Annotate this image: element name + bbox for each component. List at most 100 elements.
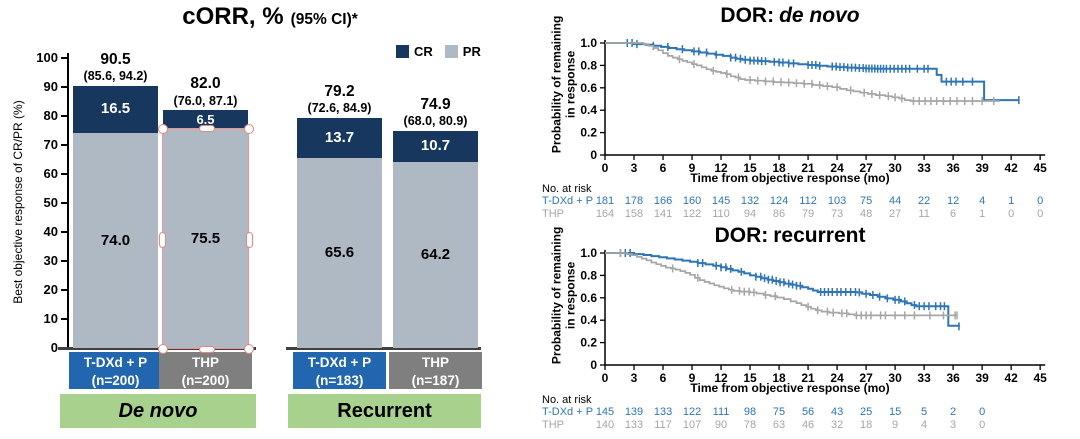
risk-count: 86: [772, 207, 786, 220]
risk-row-label: THP: [542, 418, 564, 431]
bar-y-tick-label: 30: [43, 253, 58, 268]
pr-value-label: 64.2: [420, 245, 451, 263]
bar-y-tick-label: 60: [43, 166, 58, 181]
legend-cr-swatch: [396, 45, 409, 58]
y-tick-label: 0.8: [580, 268, 597, 282]
x-tick-label: 18: [772, 371, 786, 385]
bar-segment-pr: [163, 129, 248, 348]
selection-handle-middle-left[interactable]: [159, 231, 166, 248]
bar-y-tick-label: 50: [43, 195, 58, 210]
total-ci: (76.0, 87.1): [173, 93, 238, 108]
risk-row-tdxd: T-DXd + P 145 139 133 122 111 98 75 56 43 25 15 5 2 0: [540, 406, 1080, 418]
mdor-ci: 95% CI 18.4, NC: [755, 341, 843, 353]
arm-name: T-DXd + P: [83, 355, 148, 370]
total-ci: (85.6, 94.2): [83, 68, 148, 83]
risk-row-thp: THP 140 133 117 107 90 78 63 46 32 18 9 4 3 0: [540, 419, 1080, 431]
selection-handle-top-left[interactable]: [158, 124, 168, 135]
mdor-ci: 95% CI 35.1, NC: [961, 42, 1049, 54]
risk-count: 0: [979, 406, 986, 418]
risk-count: 117: [654, 418, 672, 431]
x-tick-label: 9: [689, 161, 696, 175]
y-tick-label: 0.4: [580, 313, 597, 327]
censor-ticks-thp: [619, 249, 958, 320]
x-tick-label: 15: [743, 371, 757, 385]
risk-count: 181: [595, 195, 615, 207]
risk-count: 133: [653, 406, 673, 418]
bar-total-label: 90.5 (85.6, 94.2): [56, 50, 176, 85]
risk-count: 43: [830, 406, 844, 418]
risk-count: 122: [682, 406, 702, 418]
bar-y-tick-label: 10: [43, 311, 58, 326]
pr-value-label: 74.0: [100, 231, 131, 249]
bar-chart-title-main: cORR, %: [182, 3, 284, 30]
x-tick-label: 30: [888, 371, 902, 385]
x-tick-label: 6: [660, 371, 667, 385]
risk-count: 2: [950, 406, 957, 418]
arm-name: THP: [192, 355, 219, 370]
risk-count: 46: [801, 418, 815, 431]
cr-value-label: 13.7: [324, 128, 355, 146]
risk-count: 73: [830, 207, 844, 220]
bar-y-tick: [61, 289, 67, 291]
bar-total-label: 79.2 (72.6, 84.9): [280, 82, 400, 117]
cr-value-label: 10.7: [420, 137, 451, 155]
bar-segment-cr: [297, 118, 382, 158]
x-tick-label: 36: [946, 371, 960, 385]
risk-count: 111: [712, 406, 730, 418]
risk-count: 0: [1037, 195, 1044, 207]
risk-count: 11: [918, 207, 930, 220]
risk-row-thp: THP 164 158 141 122 110 94 86 79 73 48 27 11 6 1 0 0: [540, 208, 1080, 220]
selection-handle-bottom-center[interactable]: [198, 345, 215, 353]
selection-outline[interactable]: [158, 124, 254, 354]
total-ci: (68.0, 80.9): [403, 114, 468, 129]
risk-count: 79: [801, 207, 815, 220]
x-tick-label: 6: [660, 161, 667, 175]
x-tick-label: 3: [631, 161, 638, 175]
selection-handle-middle-right[interactable]: [246, 231, 253, 248]
km-title-prefix: DOR:: [720, 4, 775, 27]
km-curve-thp: [605, 252, 957, 317]
risk-count: 63: [772, 418, 786, 431]
bar-y-tick-label: 70: [43, 137, 58, 152]
bar-total-label: 74.9 (68.0, 80.9): [376, 95, 496, 130]
selection-handle-top-center[interactable]: [198, 125, 215, 133]
arm-label-box-thp: THP (n=200): [159, 352, 252, 389]
arm-n: (n=183): [315, 372, 364, 388]
bar-segment-pr: [73, 133, 158, 348]
bar-y-tick-label: 20: [43, 282, 58, 297]
pr-value-label: 75.5: [190, 229, 221, 247]
group-label-text: Recurrent: [337, 399, 432, 422]
selection-handle-bottom-left[interactable]: [158, 343, 168, 354]
risk-count: 4: [921, 418, 928, 431]
risk-table-recurrent: T-DXd + P 145 139 133 122 111 98 75 56 43 25 15 5 2 0 T…: [540, 406, 1080, 434]
risk-count: 0: [979, 418, 986, 431]
x-tick-label: 39: [975, 161, 989, 175]
risk-count: 160: [682, 195, 702, 207]
risk-count: 4: [979, 195, 986, 207]
mdor-box-tdxd-de-novo: mDOR: 39.2 mo 95% CI 35.1, NC: [934, 22, 1076, 62]
km-title-prefix: DOR:: [714, 224, 769, 247]
total-value: 79.2: [324, 83, 355, 101]
risk-count: 6: [950, 207, 957, 220]
risk-count: 0: [1008, 207, 1015, 220]
risk-count: 1: [1008, 195, 1015, 207]
bar-segment-cr: [73, 85, 158, 134]
selection-handle-top-right[interactable]: [244, 124, 254, 135]
legend-pr-swatch: [444, 45, 458, 58]
bar-y-tick: [61, 318, 67, 320]
mdor-value: mDOR: 21.9 mo: [743, 324, 855, 341]
total-value: 74.9: [420, 95, 451, 113]
selection-handle-bottom-right[interactable]: [244, 343, 254, 354]
arm-label-box-thp: THP (n=187): [389, 352, 482, 389]
risk-count: 3: [950, 418, 957, 431]
x-tick-label: 27: [859, 371, 873, 385]
mdor-value: mDOR: 31.3 mo: [744, 111, 856, 128]
x-tick-label: 42: [1004, 161, 1018, 175]
x-tick-label: 24: [830, 371, 844, 385]
mdor-value: mDOR: 39.2 mo: [949, 25, 1061, 42]
risk-count: 9: [892, 418, 899, 431]
risk-count: 15: [888, 406, 902, 418]
risk-count: 132: [740, 195, 760, 207]
censor-ticks-tdxd: [619, 249, 960, 331]
